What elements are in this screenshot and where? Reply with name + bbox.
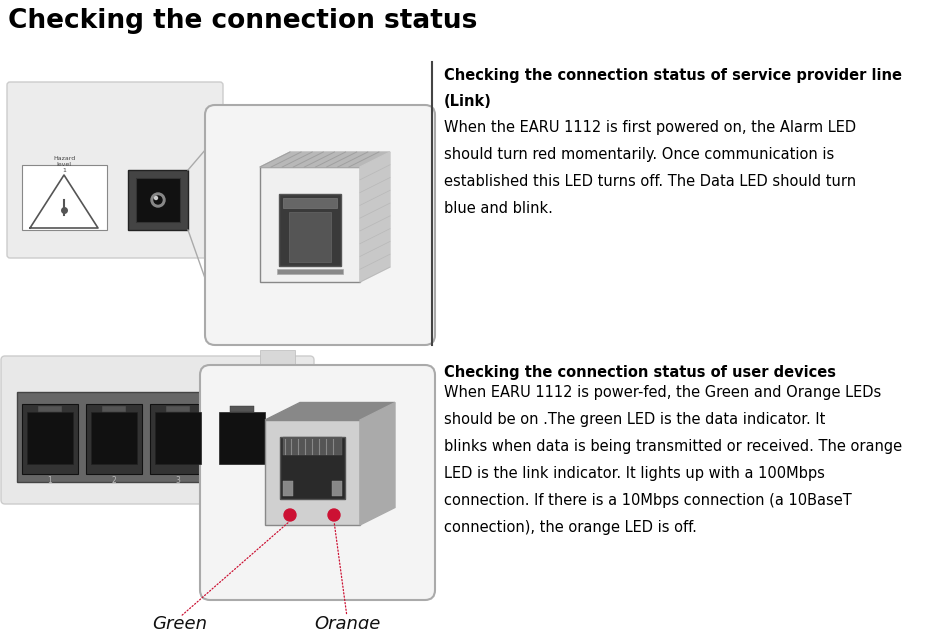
Bar [230,406,254,412]
Bar [150,404,206,474]
Text: Hazard
level
1: Hazard level 1 [53,157,75,173]
FancyBboxPatch shape [205,105,435,345]
Bar [136,178,180,222]
Text: Checking the connection status of user devices: Checking the connection status of user d… [444,365,836,380]
Text: When EARU 1112 is power-fed, the Green and Orange LEDs
should be on .The green L: When EARU 1112 is power-fed, the Green a… [444,385,902,535]
Bar [283,437,342,455]
Bar [332,481,342,496]
Bar [214,404,270,474]
Text: Green: Green [153,615,208,629]
Text: 1: 1 [47,476,52,485]
Bar [260,350,295,365]
Polygon shape [260,152,390,167]
Text: Checking the connection status of service provider line: Checking the connection status of servic… [444,68,902,83]
Polygon shape [30,175,98,228]
Bar [289,212,331,262]
Text: When the EARU 1112 is first powered on, the Alarm LED
should turn red momentaril: When the EARU 1112 is first powered on, … [444,120,857,216]
Bar [38,406,62,412]
Circle shape [328,509,340,521]
Polygon shape [360,403,395,525]
Bar [17,392,297,482]
Polygon shape [360,152,390,282]
Bar [27,412,73,464]
Circle shape [154,196,162,204]
Bar [260,167,360,282]
Bar [91,412,137,464]
Text: (Link): (Link) [444,94,492,109]
Bar [22,404,78,474]
Text: 2: 2 [112,476,116,485]
Bar [277,269,343,274]
Bar [22,165,107,230]
Circle shape [151,193,165,207]
Circle shape [155,196,157,199]
FancyBboxPatch shape [7,82,223,258]
Text: Orange: Orange [314,615,380,629]
Bar [128,170,188,230]
Circle shape [284,509,296,521]
Bar [265,420,360,525]
FancyBboxPatch shape [200,365,435,600]
FancyBboxPatch shape [1,356,314,504]
Bar [280,437,345,499]
Text: 3: 3 [176,476,181,485]
Text: Checking the connection status: Checking the connection status [8,8,478,34]
Bar [166,406,190,412]
Polygon shape [265,403,395,420]
Bar [283,481,293,496]
Bar [283,198,337,208]
Bar [279,194,341,266]
Bar [155,412,201,464]
Text: 4: 4 [239,476,245,485]
Bar [86,404,142,474]
Bar [102,406,126,412]
Bar [219,412,265,464]
